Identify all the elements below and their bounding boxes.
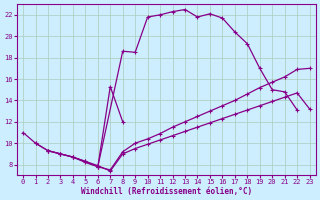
X-axis label: Windchill (Refroidissement éolien,°C): Windchill (Refroidissement éolien,°C) <box>81 187 252 196</box>
